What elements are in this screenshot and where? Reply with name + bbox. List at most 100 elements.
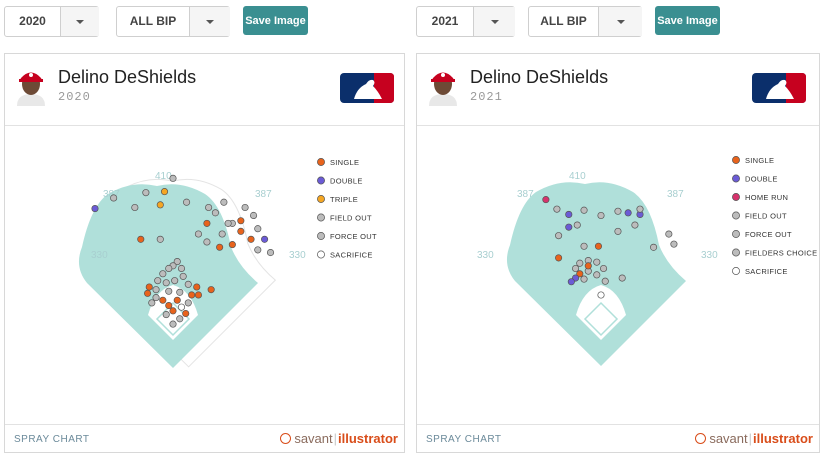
spray-point-home_run	[542, 196, 550, 204]
legend-marker-triple	[317, 195, 325, 203]
dist-left: 330	[91, 250, 108, 261]
spray-point-out	[580, 206, 588, 214]
legend-marker-out	[732, 211, 740, 220]
legend: SINGLE DOUBLE HOME RUN FIELD OUT FORCE OUT FI…	[732, 156, 817, 276]
legend-label: SACRIFICE	[330, 251, 373, 260]
spray-point-out	[162, 279, 170, 287]
baseball-icon	[280, 433, 292, 444]
legend-label: DOUBLE	[330, 177, 363, 186]
player-season: 2020	[58, 90, 91, 104]
spray-point-out	[573, 221, 581, 229]
legend-marker-sacrifice	[732, 267, 740, 275]
spray-point-out	[152, 286, 160, 294]
card-footer: SPRAY CHART savant|illustrator	[417, 424, 819, 452]
chevron-down-icon[interactable]	[473, 7, 515, 36]
legend-marker-out	[732, 230, 740, 238]
spray-point-out	[599, 264, 608, 273]
spray-point-out	[670, 240, 678, 248]
player-header: Delino DeShields 2020	[5, 54, 404, 126]
spray-chart-svg: 330 387 410 387 330 SINGLE DOUBLE TRIPLE FI…	[78, 158, 377, 368]
player-name: Delino DeShields	[470, 67, 609, 87]
spray-points	[542, 196, 678, 299]
spray-point-single	[216, 243, 224, 251]
dist-left: 330	[477, 250, 494, 261]
spray-point-out	[597, 211, 605, 220]
spray-point-out	[165, 287, 173, 295]
spray-point-out	[156, 235, 164, 243]
spray-point-out	[220, 198, 228, 206]
player-season: 2021	[470, 90, 503, 104]
spray-point-out	[254, 225, 262, 233]
spray-point-out	[169, 320, 177, 328]
legend-label: SINGLE	[745, 156, 774, 165]
dist-right: 330	[701, 250, 718, 261]
spray-point-out	[183, 198, 191, 206]
spray-point-out	[176, 315, 184, 323]
chevron-down-icon[interactable]	[60, 7, 99, 36]
spray-point-double	[565, 223, 573, 231]
legend-marker-home_run	[732, 193, 740, 201]
bip-filter-select[interactable]: ALL BIP	[116, 6, 230, 37]
spray-points	[91, 174, 275, 328]
spray-point-out	[171, 277, 179, 285]
player-avatar	[17, 72, 45, 106]
legend-label: DOUBLE	[745, 175, 778, 184]
spray-panel-2021: 2021 ALL BIP Save Image Delino DeShields…	[416, 0, 820, 463]
spray-point-single	[555, 254, 563, 262]
legend-label: FORCE OUT	[745, 230, 792, 239]
save-image-button[interactable]: Save Image	[655, 6, 720, 35]
spray-chart-label: SPRAY CHART	[426, 434, 502, 445]
spray-point-double	[261, 235, 269, 243]
player-header: Delino DeShields 2021	[417, 54, 819, 126]
legend: SINGLE DOUBLE TRIPLE FIELD OUT FORCE OUT SACR…	[317, 158, 377, 260]
legend-marker-out	[317, 213, 325, 222]
bip-filter-select[interactable]: ALL BIP	[528, 6, 642, 37]
spray-point-single	[145, 283, 153, 291]
spray-point-out	[218, 230, 226, 238]
spray-point-out	[184, 299, 192, 307]
spray-point-out	[154, 277, 162, 285]
spray-point-out	[165, 264, 173, 273]
dist-center: 410	[569, 171, 586, 182]
spray-point-out	[211, 209, 219, 217]
chevron-down-icon[interactable]	[189, 7, 230, 36]
season-select[interactable]: 2021	[416, 6, 515, 37]
savant-illustrator-brand: savant|illustrator	[695, 431, 813, 446]
legend-marker-single	[317, 158, 325, 166]
legend-marker-out	[732, 248, 740, 257]
chevron-down-icon[interactable]	[598, 7, 642, 36]
season-select[interactable]: 2020	[4, 6, 99, 37]
spray-point-double	[624, 209, 632, 217]
spray-point-out	[179, 272, 187, 280]
spray-point-out	[266, 249, 275, 257]
mlb-logo	[340, 73, 394, 103]
filter-value: ALL BIP	[540, 14, 587, 28]
spray-point-single	[247, 235, 255, 243]
legend-marker-double	[317, 176, 325, 185]
legend-label: HOME RUN	[745, 193, 788, 202]
spray-point-out	[572, 264, 580, 273]
outfield-grass	[78, 184, 258, 368]
dist-left-center: 387	[517, 189, 534, 200]
spray-point-out	[177, 264, 186, 273]
spray-point-single	[144, 289, 152, 297]
spray-point-out	[184, 280, 192, 288]
controls-bar: 2020 ALL BIP Save Image	[4, 6, 408, 38]
spray-point-out	[152, 294, 160, 302]
spray-point-out	[224, 219, 232, 227]
spray-point-out	[203, 238, 211, 246]
spray-point-out	[576, 259, 584, 267]
spray-point-out	[618, 274, 626, 282]
save-image-button[interactable]: Save Image	[243, 6, 308, 35]
spray-point-single	[203, 219, 211, 227]
legend-label: SINGLE	[330, 158, 359, 167]
spray-point-out	[650, 243, 658, 251]
spray-point-double	[91, 205, 99, 213]
infield-dirt	[576, 285, 626, 340]
spray-point-single	[165, 302, 173, 310]
spray-point-out	[593, 258, 601, 266]
spray-point-out	[176, 288, 184, 296]
spray-point-out	[173, 258, 181, 266]
spray-panel-2020: 2020 ALL BIP Save Image Delino DeShields…	[4, 0, 408, 463]
legend-marker-out	[317, 232, 325, 240]
